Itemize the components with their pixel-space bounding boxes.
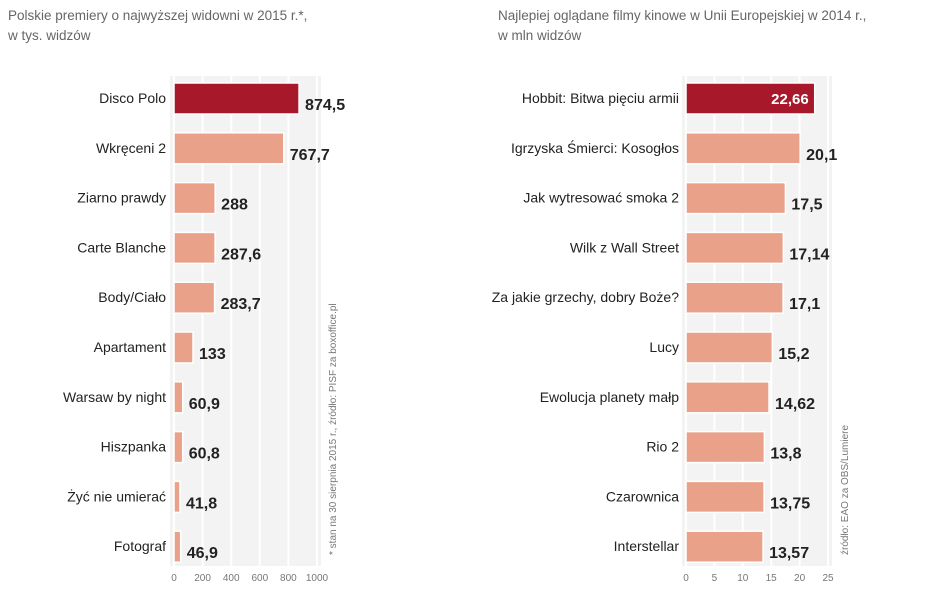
right-bar xyxy=(685,281,784,314)
left-category-label: Disco Polo xyxy=(99,90,166,106)
left-bar xyxy=(173,331,194,364)
right-category-label: Jak wytresować smoka 2 xyxy=(523,190,679,206)
right-bar xyxy=(685,181,787,215)
left-tick-label: 1000 xyxy=(306,573,329,584)
left-category-label: Żyć nie umierać xyxy=(67,487,166,504)
right-tick-label: 10 xyxy=(737,573,749,584)
left-bar xyxy=(173,231,216,265)
right-category-label: Interstellar xyxy=(614,538,680,554)
left-category-label: Warsaw by night xyxy=(63,389,166,405)
right-tick-label: 0 xyxy=(683,573,689,584)
left-value-label: 133 xyxy=(199,346,226,363)
right-category-label: Hobbit: Bitwa pięciu armii xyxy=(522,90,679,106)
left-tick-label: 0 xyxy=(171,573,177,584)
right-bar xyxy=(685,82,816,115)
left-category-label: Body/Ciało xyxy=(98,289,166,305)
left-value-label: 767,7 xyxy=(290,147,330,164)
right-chart-title: Najlepiej oglądane filmy kinowe w Unii E… xyxy=(498,6,866,46)
right-category-label: Igrzyska Śmierci: Kosogłos xyxy=(511,139,679,156)
right-tick-label: 20 xyxy=(794,573,806,584)
left-chart-title: Polskie premiery o najwyższej widowni w … xyxy=(8,6,307,46)
left-subtitle: w tys. widzów xyxy=(8,28,91,43)
left-category-label: Apartament xyxy=(94,339,166,355)
left-tick-label: 800 xyxy=(280,573,297,584)
right-bar xyxy=(685,530,764,563)
right-category-label: Lucy xyxy=(649,339,679,355)
left-category-label: Carte Blanche xyxy=(77,239,166,255)
left-bar xyxy=(173,181,216,215)
left-bar xyxy=(173,82,300,115)
right-bar xyxy=(685,231,785,265)
left-tick-label: 200 xyxy=(194,573,211,584)
left-value-label: 283,7 xyxy=(221,296,261,313)
right-bar xyxy=(685,331,774,364)
right-bar xyxy=(685,132,801,165)
right-value-label: 20,1 xyxy=(806,147,837,164)
left-tick-label: 600 xyxy=(251,573,268,584)
left-category-label: Hiszpanka xyxy=(101,439,167,455)
right-value-label: 13,57 xyxy=(769,545,809,562)
right-category-label: Za jakie grzechy, dobry Boże? xyxy=(492,289,679,305)
left-bar xyxy=(173,430,184,464)
right-bar xyxy=(685,480,765,514)
left-bar xyxy=(173,132,285,165)
left-value-label: 60,8 xyxy=(189,446,220,463)
left-value-label: 41,8 xyxy=(186,495,217,512)
left-value-label: 288 xyxy=(221,197,248,214)
left-category-label: Fotograf xyxy=(114,538,166,554)
left-bar xyxy=(173,281,216,314)
left-value-label: 60,9 xyxy=(189,396,220,413)
left-tick-label: 400 xyxy=(223,573,240,584)
left-bar xyxy=(173,530,182,563)
left-category-label: Wkręceni 2 xyxy=(96,140,166,156)
left-title: Polskie premiery o najwyższej widowni w … xyxy=(8,8,308,23)
right-category-label: Wilk z Wall Street xyxy=(570,239,679,255)
right-category-label: Ewolucja planety małp xyxy=(540,389,680,405)
left-category-label: Ziarno prawdy xyxy=(77,190,166,206)
right-value-label: 17,5 xyxy=(791,197,822,214)
left-source-note: * stan na 30 sierpnia 2015 r., źródło: P… xyxy=(328,303,339,555)
right-tick-label: 5 xyxy=(712,573,718,584)
right-category-label: Czarownica xyxy=(606,488,679,504)
left-value-label: 287,6 xyxy=(221,246,261,263)
right-value-label: 14,62 xyxy=(775,396,815,413)
right-value-label: 13,75 xyxy=(770,495,810,512)
right-category-label: Rio 2 xyxy=(646,439,679,455)
right-value-label: 15,2 xyxy=(778,346,809,363)
right-bar xyxy=(685,381,770,414)
left-bar xyxy=(173,381,184,414)
left-value-label: 874,5 xyxy=(305,97,345,114)
right-tick-label: 15 xyxy=(766,573,778,584)
right-value-label: 22,66 xyxy=(771,91,809,108)
right-source-note: źródło: EAO za OBS/Lumiere xyxy=(840,425,851,555)
left-value-label: 46,9 xyxy=(187,545,218,562)
right-value-label: 17,1 xyxy=(789,296,820,313)
right-bar xyxy=(685,430,766,464)
right-tick-label: 25 xyxy=(822,573,834,584)
right-value-label: 13,8 xyxy=(770,446,801,463)
right-subtitle: w mln widzów xyxy=(498,28,582,43)
right-title: Najlepiej oglądane filmy kinowe w Unii E… xyxy=(498,8,867,23)
left-bar xyxy=(173,480,181,514)
right-value-label: 17,14 xyxy=(789,246,829,263)
